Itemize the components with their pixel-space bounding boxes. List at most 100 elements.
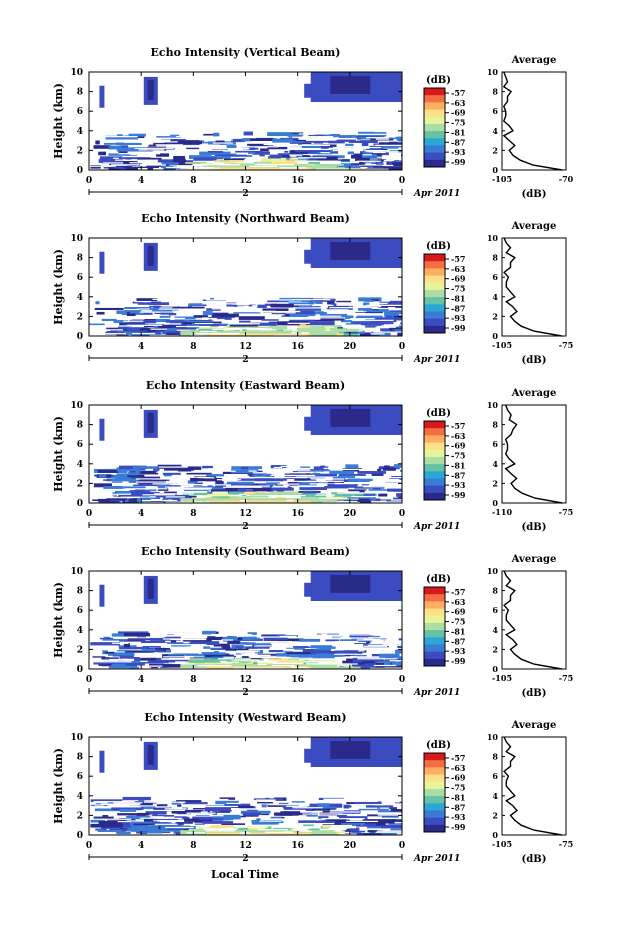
echo-patch [93, 483, 112, 488]
echo-gap [374, 804, 402, 806]
echo-patch [357, 471, 386, 474]
echo-patch [332, 476, 346, 480]
echo-patch [269, 155, 283, 158]
echo-patch [400, 477, 402, 481]
echo-patch [310, 469, 331, 472]
echo-patch [139, 479, 170, 481]
echo-gap [190, 334, 207, 336]
echo-patch [106, 331, 117, 334]
upper-echo [330, 75, 371, 94]
echo-patch [257, 161, 272, 164]
echo-gap [337, 492, 381, 494]
echo-patch [364, 819, 397, 822]
echo-patch [168, 653, 199, 656]
echo-patch [302, 319, 335, 322]
echo-patch [380, 328, 391, 332]
echo-patch [117, 326, 129, 330]
echo-patch [114, 490, 143, 494]
echo-field [92, 405, 402, 503]
colorbar-swatch [424, 608, 445, 617]
echo-patch [297, 646, 324, 649]
echo-gap [164, 486, 180, 488]
echo-gap [347, 800, 378, 802]
echo-patch [123, 632, 151, 637]
echo-gap [339, 647, 361, 649]
echo-patch [126, 815, 153, 820]
y-tick-label: 2 [77, 146, 83, 156]
colorbar-swatch [424, 268, 445, 277]
colorbar-swatch [424, 817, 445, 826]
echo-patch [107, 652, 135, 656]
echo-gap [336, 162, 360, 164]
echo-gap [282, 650, 297, 652]
echo-gap [129, 162, 156, 164]
profile-y-tick-label: 8 [492, 586, 498, 596]
echo-gap [295, 476, 327, 478]
echo-patch [210, 156, 231, 159]
echo-patch [400, 469, 402, 472]
echo-patch [97, 498, 120, 502]
echo-patch [344, 165, 361, 169]
echo-patch [222, 644, 231, 649]
echo-patch [98, 151, 106, 156]
echo-patch [321, 146, 329, 150]
echo-patch [178, 469, 194, 472]
echo-patch [226, 481, 254, 485]
x-tick-label: 0 [86, 675, 92, 685]
echo-patch [119, 145, 129, 149]
echo-gap [287, 148, 331, 151]
y-tick-label: 10 [70, 567, 83, 577]
echo-patch [356, 315, 383, 320]
echo-gap [228, 652, 255, 654]
echo-gap [262, 800, 288, 802]
echo-gap [237, 305, 249, 307]
colorbar-swatch [424, 615, 445, 624]
echo-gap [271, 473, 278, 475]
echo-patch [269, 657, 287, 661]
echo-patch [267, 146, 288, 150]
echo-gap [248, 146, 279, 148]
colorbar-tick-label: -57 [451, 587, 465, 597]
echo-gap [123, 308, 141, 310]
profile-title: Average [511, 554, 557, 565]
echo-patch [101, 662, 128, 664]
echo-patch [302, 490, 317, 495]
colorbar-swatch [424, 275, 445, 284]
echo-patch [263, 635, 288, 641]
echo-patch [213, 132, 220, 137]
date-label: 2 [242, 688, 248, 698]
upper-echo [147, 744, 154, 765]
profile-frame [501, 570, 567, 670]
echo-gap [357, 160, 381, 162]
echo-patch [401, 142, 402, 146]
colorbar-tick-label: -87 [451, 636, 465, 646]
echo-patch [301, 144, 333, 149]
echo-gap [105, 497, 133, 499]
echo-patch [289, 152, 303, 156]
echo-gap [251, 825, 271, 827]
echo-gap [387, 478, 400, 481]
echo-patch [271, 303, 294, 308]
echo-patch [125, 662, 145, 666]
echo-gap [399, 314, 402, 316]
echo-gap [364, 150, 388, 152]
y-tick-label: 6 [77, 107, 83, 117]
colorbar-tick-label: -69 [451, 274, 466, 284]
upper-echo [304, 249, 315, 264]
echo-gap [262, 164, 295, 166]
echo-patch [219, 496, 250, 498]
echo-patch [152, 814, 158, 816]
echo-patch [351, 161, 365, 165]
echo-patch [124, 307, 151, 311]
echo-patch [175, 822, 194, 824]
echo-patch [329, 150, 335, 153]
echo-gap [198, 501, 210, 503]
colorbar-frame [423, 420, 446, 501]
echo-patch [156, 804, 168, 807]
y-tick-label: 0 [77, 332, 83, 342]
x-tick-label: 20 [344, 342, 357, 352]
echo-gap [349, 819, 363, 821]
echo-patch [297, 482, 317, 486]
echo-patch [186, 146, 199, 150]
echo-gap [233, 485, 246, 487]
